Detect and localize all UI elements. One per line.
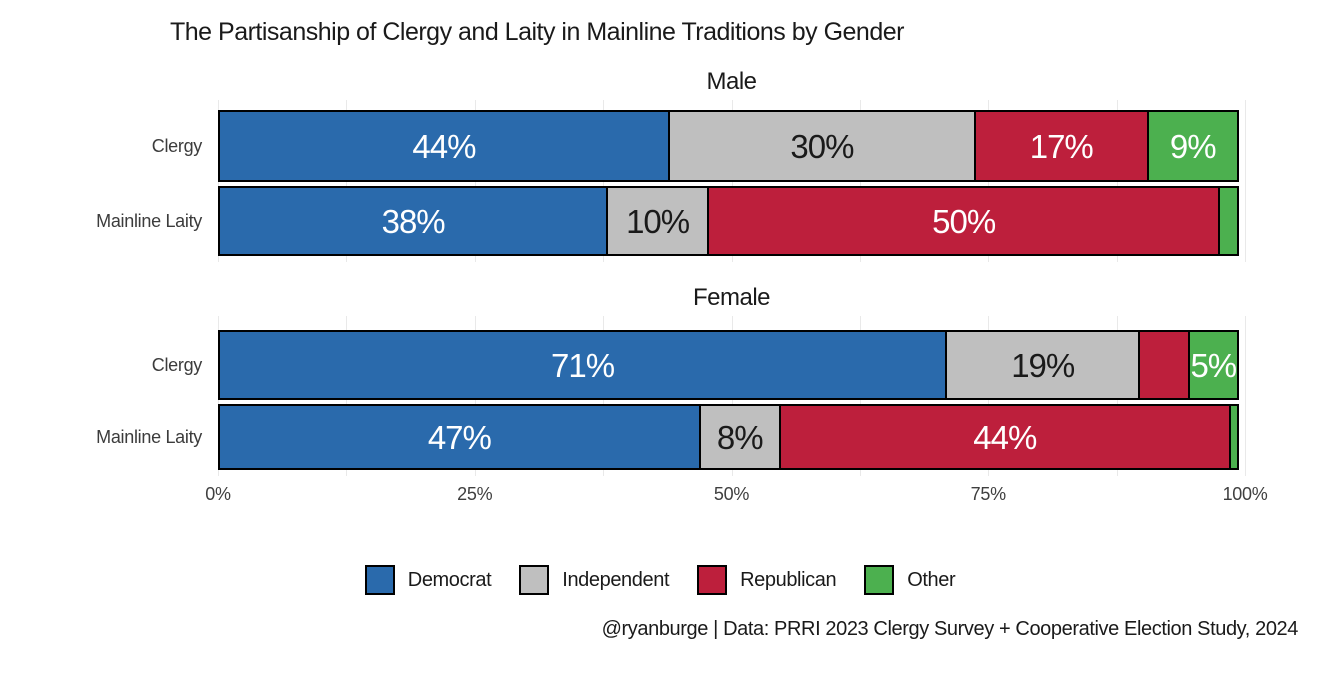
bar-segment-republican: [1138, 330, 1190, 400]
x-tick-label: 100%: [1222, 484, 1268, 504]
bar-segment-label: 71%: [551, 346, 615, 384]
x-tick-label: 50%: [713, 484, 750, 504]
bar-segment-democrat: 38%: [218, 186, 609, 256]
bar-segment-democrat: 44%: [218, 110, 670, 182]
row-label: Clergy: [151, 135, 203, 156]
legend-item-other: Other: [864, 565, 956, 595]
bar-segment-label: 47%: [427, 418, 492, 456]
legend: Democrat Independent Republican Other: [0, 558, 1320, 602]
bar-segment-republican: 50%: [706, 186, 1221, 256]
stacked-bar: 38% 10% 50%: [218, 186, 1245, 256]
bar-segment-label: 38%: [381, 202, 446, 240]
bar-segment-label: 44%: [973, 418, 1037, 456]
legend-swatch-republican: [697, 565, 728, 595]
bar-segment-republican: 44%: [778, 404, 1231, 470]
legend-swatch-democrat: [364, 565, 395, 595]
facets: Male Clergy 44% 30% 17% 9% Mainline Laity 38% 10…: [0, 64, 1320, 476]
bar-segment-other: [1218, 186, 1239, 256]
stacked-bar: 47% 8% 44%: [218, 404, 1245, 470]
legend-label: Democrat: [407, 568, 492, 591]
bar-segment-label: 19%: [1011, 346, 1075, 384]
bar-row: Mainline Laity 47% 8% 44%: [96, 404, 1245, 470]
row-label: Clergy: [151, 354, 203, 375]
bar-row: Clergy 71% 19% 5%: [152, 330, 1245, 400]
legend-label: Republican: [740, 568, 837, 591]
bar-segment-label: 44%: [412, 127, 476, 165]
bar-segment-label: 9%: [1169, 127, 1217, 165]
facet-title-male: Male: [706, 68, 757, 95]
chart-title: The Partisanship of Clergy and Laity in …: [170, 18, 904, 46]
bar-segment-label: 5%: [1190, 346, 1237, 384]
bar-segment-label: 10%: [626, 202, 690, 240]
legend-item-independent: Independent: [519, 565, 670, 595]
stacked-bar: 44% 30% 17% 9%: [218, 110, 1245, 182]
facet-title-female: Female: [692, 284, 771, 311]
row-label: Mainline Laity: [96, 210, 202, 231]
bar-segment-label: 50%: [932, 202, 996, 240]
legend-item-republican: Republican: [697, 565, 837, 595]
bar-segment-other: 5%: [1187, 330, 1239, 400]
x-tick-label: 25%: [457, 484, 493, 504]
bar-row: Clergy 44% 30% 17% 9%: [152, 110, 1245, 182]
bar-segment-label: 30%: [790, 127, 854, 165]
bar-segment-independent: 19%: [945, 330, 1141, 400]
bar-segment-republican: 17%: [973, 110, 1149, 182]
bar-segment-other: [1228, 404, 1239, 470]
bar-row: Mainline Laity 38% 10% 50%: [96, 186, 1245, 256]
bar-segment-democrat: 47%: [218, 404, 701, 470]
legend-item-democrat: Democrat: [364, 565, 492, 595]
facet-panel-female: Clergy 71% 19% 5% Mainline Laity 47% 8% 44%: [96, 316, 1246, 476]
bar-segment-independent: 30%: [667, 110, 976, 182]
x-axis: 0% 25% 50% 75% 100%: [205, 476, 1267, 508]
chart-caption: @ryanburge | Data: PRRI 2023 Clergy Surv…: [601, 618, 1299, 640]
stacked-bar: 71% 19% 5%: [218, 330, 1245, 400]
bar-segment-other: 9%: [1146, 110, 1239, 182]
row-label: Mainline Laity: [96, 426, 202, 447]
facet-panel-male: Clergy 44% 30% 17% 9% Mainline Laity 38% 10% 50%: [96, 100, 1246, 262]
bar-segment-democrat: 71%: [218, 330, 948, 400]
bar-segment-label: 17%: [1029, 127, 1094, 165]
bar-segment-independent: 8%: [698, 404, 781, 470]
legend-label: Independent: [562, 568, 670, 591]
gridline: [1245, 316, 1246, 476]
legend-swatch-other: [864, 565, 895, 595]
x-tick-label: 0%: [205, 484, 231, 504]
bar-segment-independent: 10%: [606, 186, 709, 256]
x-tick-label: 75%: [970, 484, 1006, 504]
legend-label: Other: [907, 568, 956, 591]
bar-segment-label: 8%: [716, 418, 764, 456]
legend-swatch-independent: [519, 565, 550, 595]
gridline: [1245, 100, 1246, 262]
